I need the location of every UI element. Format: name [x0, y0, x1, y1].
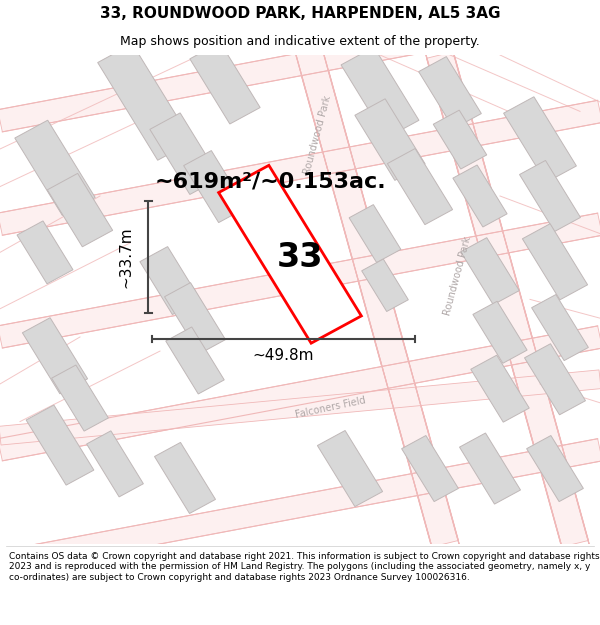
- Polygon shape: [296, 52, 458, 547]
- Polygon shape: [523, 224, 587, 300]
- Text: Map shows position and indicative extent of the property.: Map shows position and indicative extent…: [120, 35, 480, 48]
- Text: Roundwood Park: Roundwood Park: [302, 94, 334, 176]
- Polygon shape: [15, 120, 95, 216]
- Polygon shape: [164, 282, 226, 354]
- Polygon shape: [503, 97, 577, 182]
- Polygon shape: [22, 318, 88, 394]
- Polygon shape: [184, 151, 247, 222]
- Text: ~49.8m: ~49.8m: [253, 348, 314, 363]
- Polygon shape: [0, 101, 600, 235]
- Polygon shape: [0, 370, 600, 445]
- Polygon shape: [473, 301, 527, 363]
- Polygon shape: [532, 294, 589, 361]
- Polygon shape: [317, 431, 383, 507]
- Polygon shape: [520, 161, 580, 231]
- Polygon shape: [461, 238, 519, 304]
- Polygon shape: [355, 99, 425, 181]
- Polygon shape: [17, 221, 73, 284]
- Polygon shape: [524, 344, 586, 415]
- Polygon shape: [155, 442, 215, 514]
- Polygon shape: [341, 47, 419, 138]
- Text: 33, ROUNDWOOD PARK, HARPENDEN, AL5 3AG: 33, ROUNDWOOD PARK, HARPENDEN, AL5 3AG: [100, 6, 500, 21]
- Polygon shape: [433, 110, 487, 169]
- Polygon shape: [98, 44, 193, 160]
- Polygon shape: [0, 326, 600, 461]
- Polygon shape: [401, 436, 458, 502]
- Polygon shape: [86, 431, 143, 497]
- Polygon shape: [0, 551, 600, 625]
- Polygon shape: [460, 433, 520, 504]
- Polygon shape: [349, 204, 401, 262]
- Polygon shape: [388, 149, 452, 224]
- Polygon shape: [218, 166, 361, 343]
- Polygon shape: [527, 436, 583, 502]
- Polygon shape: [0, 213, 600, 348]
- Polygon shape: [52, 365, 109, 431]
- Polygon shape: [427, 52, 589, 547]
- Polygon shape: [166, 327, 224, 394]
- Polygon shape: [26, 405, 94, 485]
- Polygon shape: [190, 42, 260, 124]
- Text: 33: 33: [277, 241, 323, 274]
- Polygon shape: [0, 439, 600, 574]
- Polygon shape: [150, 113, 220, 194]
- Polygon shape: [140, 247, 200, 314]
- Polygon shape: [0, 0, 600, 132]
- Polygon shape: [453, 165, 507, 227]
- Text: Falconers Field: Falconers Field: [294, 395, 366, 420]
- Polygon shape: [362, 259, 409, 311]
- Polygon shape: [47, 173, 113, 247]
- Text: ~619m²/~0.153ac.: ~619m²/~0.153ac.: [154, 172, 386, 192]
- Polygon shape: [471, 355, 529, 422]
- Text: Roundwood Park: Roundwood Park: [443, 236, 473, 316]
- Polygon shape: [419, 57, 481, 129]
- Text: Contains OS data © Crown copyright and database right 2021. This information is : Contains OS data © Crown copyright and d…: [9, 552, 599, 582]
- Text: ~33.7m: ~33.7m: [119, 226, 133, 288]
